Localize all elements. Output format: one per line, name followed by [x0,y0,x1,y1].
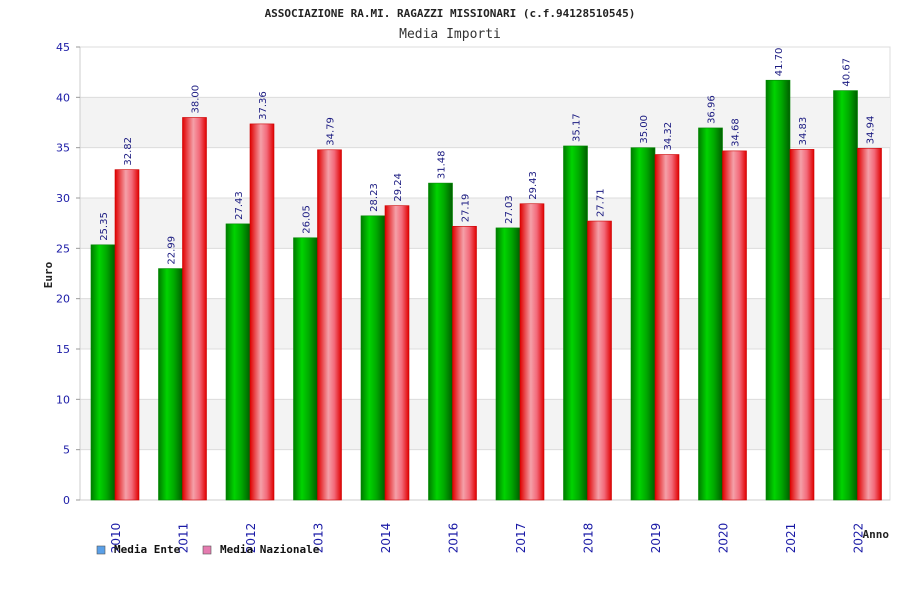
x-tick-label: 2016 [447,523,461,554]
bar-media-ente [293,237,318,501]
bar-media-ente [698,127,723,501]
x-tick-label: 2014 [379,523,393,554]
data-label: 22.99 [167,236,178,265]
bar-media-nazionale [114,169,140,501]
grid-band [80,399,890,450]
bar-media-nazionale [722,150,747,501]
grid-band [80,298,890,349]
data-label: 34.79 [326,117,337,146]
data-label: 34.32 [663,122,674,151]
x-axis-label: Anno [863,528,890,541]
legend-swatch [202,545,212,555]
y-tick-label: 30 [56,192,70,205]
bar-media-ente [225,223,251,501]
data-label: 27.71 [596,188,607,217]
data-label: 27.19 [461,194,472,223]
y-tick-label: 10 [56,393,70,406]
data-label: 29.43 [528,171,539,200]
data-label: 31.48 [437,150,448,179]
bar-media-ente [495,227,521,501]
bar-media-nazionale [519,203,545,501]
bar-media-nazionale [587,220,612,501]
x-tick-label: 2012 [244,523,258,554]
bar-media-nazionale [452,225,477,501]
plot-background [79,46,891,501]
data-label: 35.00 [639,115,650,144]
data-label: 34.83 [798,117,809,146]
grid-band [80,198,890,249]
grid-band [80,97,890,148]
bar-media-nazionale [384,205,410,501]
data-label: 28.23 [369,183,380,212]
x-tick-label: 2017 [514,523,528,554]
bar-media-nazionale [789,149,815,501]
y-tick-label: 15 [56,343,70,356]
x-tick-label: 2019 [649,523,663,554]
bar-media-ente [563,145,588,501]
x-axis-ticks: 2010 2011 2012 2013 2014 2016 2017 2018 2019 2020… [109,523,866,554]
legend-label: Media Nazionale [220,543,320,556]
data-labels: 25.35 32.82 22.99 38.00 27.43 37.36 26.05 34.79… [99,48,877,265]
data-label: 41.70 [774,48,785,77]
data-label: 27.43 [234,191,245,220]
bar-media-ente [833,90,858,501]
bar-media-nazionale [654,154,680,501]
legend-swatch [96,545,106,555]
data-label: 26.05 [302,205,313,234]
y-tick-label: 40 [56,91,70,104]
bars [90,79,882,501]
legend-label: Media Ente [114,543,181,556]
x-tick-label: 2013 [312,523,326,554]
chart-subtitle: Media Importi [399,27,501,42]
bar-media-nazionale [182,117,207,501]
y-tick-label: 20 [56,293,70,306]
x-tick-label: 2022 [852,523,866,554]
grid-lines [79,46,890,501]
y-tick-label: 45 [56,41,70,54]
chart-title: ASSOCIAZIONE RA.MI. RAGAZZI MISSIONARI (… [265,7,636,20]
x-tick-label: 2020 [717,523,731,554]
y-tick-label: 5 [63,444,70,457]
data-label: 29.24 [393,173,404,202]
bar-media-ente [630,147,656,501]
bar-media-ente [360,215,386,501]
bar-media-nazionale [317,149,342,501]
y-axis-label: Euro [42,261,55,288]
bar-media-ente [90,244,116,501]
y-tick-label: 0 [63,494,70,507]
x-tick-label: 2011 [177,523,191,554]
legend: Media Ente Media Nazionale [96,543,320,556]
y-tick-label: 35 [56,142,70,155]
x-tick-label: 2010 [109,523,123,554]
bar-media-ente [158,268,183,501]
bar-media-ente [428,182,453,501]
data-label: 40.67 [842,58,853,87]
data-label: 36.96 [707,95,718,124]
x-tick-label: 2021 [784,523,798,554]
bar-media-nazionale [857,147,882,501]
x-tick-label: 2018 [582,523,596,554]
data-label: 34.68 [731,118,742,147]
bar-media-ente [765,79,791,501]
data-label: 25.35 [99,212,110,241]
data-label: 37.36 [258,91,269,120]
bar-media-nazionale [249,123,275,501]
data-label: 34.94 [866,116,877,145]
data-label: 32.82 [123,137,134,166]
data-label: 38.00 [191,85,202,114]
y-axis-ticks: 0 5 10 15 20 25 30 35 40 45 [56,41,80,507]
data-label: 27.03 [504,195,515,224]
data-label: 35.17 [572,113,583,142]
y-tick-label: 25 [56,242,70,255]
